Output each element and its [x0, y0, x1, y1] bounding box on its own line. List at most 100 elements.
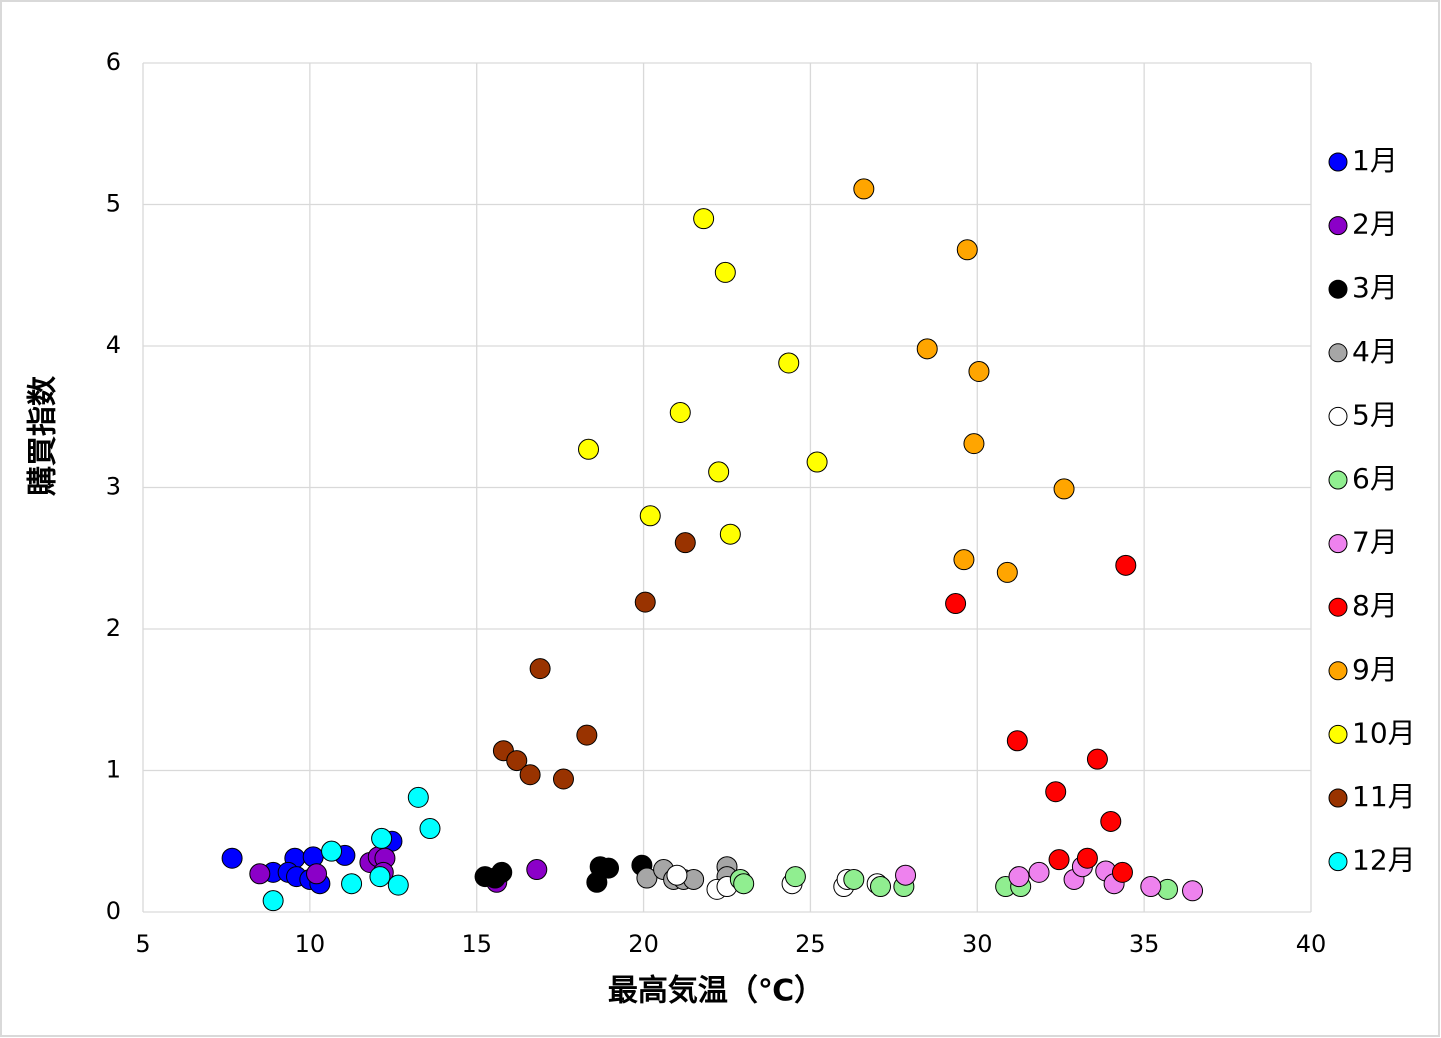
x-tick-label: 40 — [1296, 930, 1327, 958]
data-point — [1076, 847, 1098, 869]
legend-label: 7月 — [1352, 526, 1398, 559]
legend-label: 2月 — [1352, 208, 1398, 241]
legend-marker — [1328, 406, 1348, 426]
data-point — [853, 178, 875, 200]
y-tick-label: 4 — [106, 331, 121, 359]
data-point — [249, 863, 271, 885]
data-point — [1111, 861, 1133, 883]
data-point — [968, 360, 990, 382]
legend-label: 12月 — [1352, 844, 1416, 877]
x-tick-label: 30 — [962, 930, 993, 958]
legend-label: 3月 — [1352, 271, 1398, 304]
legend-marker — [1328, 852, 1348, 872]
data-point — [369, 866, 391, 888]
data-point — [576, 724, 598, 746]
legend-marker — [1328, 661, 1348, 681]
data-point — [669, 402, 691, 424]
legend-label: 5月 — [1352, 398, 1398, 431]
data-point — [1086, 748, 1108, 770]
data-point — [221, 847, 243, 869]
legend-marker — [1328, 343, 1348, 363]
data-point — [491, 861, 513, 883]
data-point — [916, 338, 938, 360]
legend-label: 9月 — [1352, 653, 1398, 686]
legend-label: 1月 — [1352, 144, 1398, 177]
data-point — [733, 873, 755, 895]
data-point — [302, 846, 324, 868]
data-point — [634, 591, 656, 613]
data-point — [387, 874, 409, 896]
y-tick-label: 3 — [106, 473, 121, 501]
legend-marker — [1328, 470, 1348, 490]
legend-label: 8月 — [1352, 589, 1398, 622]
data-point — [708, 461, 730, 483]
data-point — [1182, 880, 1204, 902]
data-point — [666, 864, 688, 886]
x-tick-label: 35 — [1129, 930, 1160, 958]
data-point — [996, 561, 1018, 583]
data-point — [693, 208, 715, 230]
legend-marker — [1328, 152, 1348, 172]
data-point — [714, 261, 736, 283]
data-point — [1006, 730, 1028, 752]
x-tick-label: 10 — [295, 930, 326, 958]
data-point — [1045, 781, 1067, 803]
data-point — [419, 818, 441, 840]
data-point — [870, 876, 892, 898]
legend-marker — [1328, 534, 1348, 554]
legend-label: 4月 — [1352, 335, 1398, 368]
y-tick-label: 0 — [106, 897, 121, 925]
data-point — [945, 593, 967, 615]
x-axis-title: 最高気温（℃） — [608, 974, 824, 1009]
data-point — [262, 890, 284, 912]
y-tick-label: 6 — [106, 48, 121, 76]
legend-marker — [1328, 724, 1348, 744]
data-point — [341, 873, 363, 895]
x-tick-label: 15 — [461, 930, 492, 958]
data-point — [963, 433, 985, 455]
y-tick-label: 5 — [106, 190, 121, 218]
data-point — [719, 523, 741, 545]
data-point — [1100, 810, 1122, 832]
legend-label: 6月 — [1352, 462, 1398, 495]
data-point — [552, 768, 574, 790]
data-point — [1140, 876, 1162, 898]
data-point — [578, 438, 600, 460]
data-point — [321, 840, 343, 862]
data-point — [895, 864, 917, 886]
legend-marker — [1328, 216, 1348, 236]
x-tick-label: 5 — [135, 930, 150, 958]
y-tick-label: 1 — [106, 756, 121, 784]
y-axis-title: 購買指数 — [26, 375, 61, 496]
data-point — [956, 239, 978, 261]
data-point — [636, 867, 658, 889]
data-point — [306, 863, 328, 885]
data-point — [526, 859, 548, 881]
data-point — [778, 352, 800, 374]
data-point — [1115, 554, 1137, 576]
data-point — [1028, 861, 1050, 883]
x-tick-label: 25 — [795, 930, 826, 958]
data-point — [639, 505, 661, 527]
y-tick-label: 2 — [106, 614, 121, 642]
data-point — [674, 532, 696, 554]
data-point — [506, 750, 528, 772]
data-point — [1053, 478, 1075, 500]
x-tick-label: 20 — [628, 930, 659, 958]
data-point — [1048, 849, 1070, 871]
data-point — [529, 658, 551, 680]
legend-label: 11月 — [1352, 780, 1416, 813]
legend-marker — [1328, 279, 1348, 299]
data-point — [407, 786, 429, 808]
data-point — [598, 857, 620, 879]
data-point — [806, 451, 828, 473]
data-point — [519, 764, 541, 786]
data-point — [1008, 866, 1030, 888]
data-point — [953, 549, 975, 571]
data-point — [784, 866, 806, 888]
legend-label: 10月 — [1352, 716, 1416, 749]
data-point — [843, 868, 865, 890]
data-point — [371, 827, 393, 849]
